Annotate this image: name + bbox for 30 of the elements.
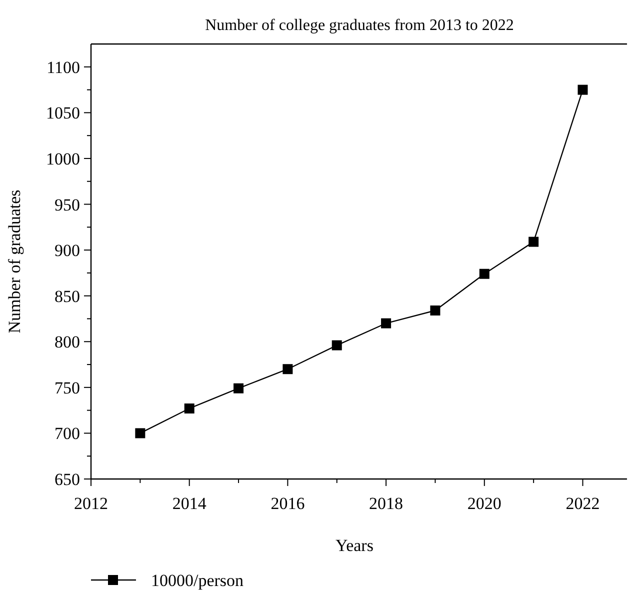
- point: [479, 268, 490, 279]
- x-tick-label: 2012: [74, 494, 108, 513]
- chart-title: Number of college graduates from 2013 to 2022: [205, 17, 514, 34]
- legend-label: 10000/person: [151, 571, 244, 590]
- y-tick-label: 950: [54, 195, 80, 214]
- point: [282, 364, 293, 374]
- y-tick-label: 700: [54, 424, 80, 444]
- x-tick-label: 2014: [172, 494, 207, 513]
- y-tick-label: 850: [54, 286, 80, 306]
- point: [184, 403, 194, 414]
- y-tick-label: 800: [54, 332, 80, 352]
- y-tick-label: 1100: [46, 58, 80, 77]
- y-tick-label: 900: [54, 241, 80, 260]
- y-tick-label: 1000: [46, 149, 80, 168]
- point: [578, 84, 588, 95]
- point: [135, 428, 146, 438]
- x-tick-label: 2022: [566, 494, 600, 513]
- point: [234, 383, 244, 394]
- y-tick-label: 1050: [46, 104, 80, 123]
- x-tick-label: 2016: [270, 494, 305, 513]
- y-tick-label: 650: [54, 470, 80, 489]
- x-tick-label: 2020: [467, 494, 502, 513]
- y-tick-label: 750: [54, 378, 80, 398]
- point: [528, 236, 539, 247]
- x-axis-title: Years: [336, 536, 374, 555]
- y-axis-title: Number of graduates: [5, 190, 24, 334]
- point: [381, 318, 392, 328]
- point: [332, 340, 342, 350]
- x-tick-label: 2018: [369, 494, 404, 513]
- point: [430, 305, 440, 316]
